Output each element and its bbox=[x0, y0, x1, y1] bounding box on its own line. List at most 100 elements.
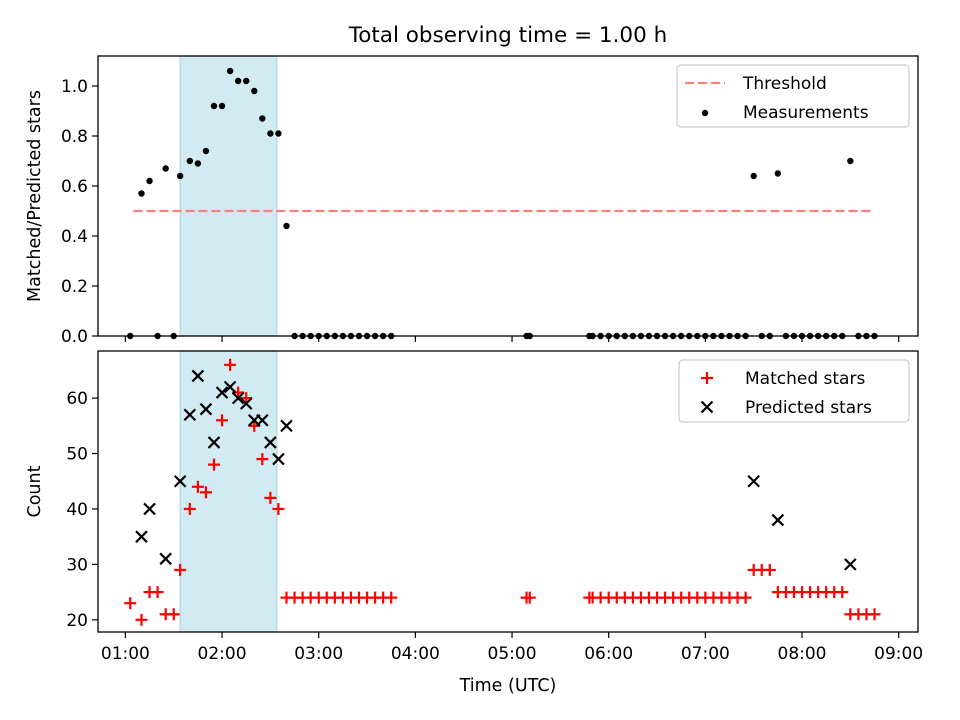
matched-star-marker bbox=[167, 608, 180, 621]
measurement-point bbox=[176, 172, 184, 180]
predicted-star-marker bbox=[173, 474, 187, 488]
marker-stroke bbox=[231, 391, 245, 405]
predicted-star-marker bbox=[747, 474, 760, 488]
predicted-star-marker bbox=[280, 419, 293, 433]
x-tick-label: 01:00 bbox=[101, 644, 150, 664]
measurement-point bbox=[251, 87, 258, 95]
x-tick-label: 05:00 bbox=[488, 644, 537, 664]
measurement-point bbox=[194, 160, 202, 167]
measurement-point bbox=[218, 102, 226, 110]
y-tick-label: 60 bbox=[66, 389, 88, 409]
marker-stroke bbox=[223, 380, 237, 394]
predicted-star-marker bbox=[159, 552, 172, 566]
measurement-point bbox=[234, 77, 242, 85]
predicted-star-marker bbox=[771, 513, 785, 527]
x-axis-label: Time (UTC) bbox=[459, 676, 557, 696]
measurement-point bbox=[146, 177, 153, 185]
x-tick-label: 06:00 bbox=[584, 644, 633, 664]
matched-star-marker bbox=[836, 586, 849, 599]
chart-title: Total observing time = 1.00 h bbox=[348, 23, 668, 48]
marker-stroke bbox=[272, 452, 285, 466]
predicted-star-marker bbox=[256, 414, 269, 427]
observing-window bbox=[179, 350, 278, 633]
measurement-point bbox=[202, 147, 210, 155]
predicted-star-marker bbox=[191, 369, 205, 383]
marker-stroke bbox=[173, 474, 187, 488]
legend-label: Measurements bbox=[743, 103, 869, 123]
predicted-star-marker bbox=[844, 558, 857, 571]
axes-frame bbox=[97, 350, 919, 633]
matched-star-marker bbox=[135, 613, 148, 626]
x-tick-label: 02:00 bbox=[198, 644, 247, 664]
measurement-point bbox=[267, 130, 274, 137]
predicted-star-marker bbox=[199, 402, 213, 416]
ratio-panel: 0.0 0.2 0.4 0.6 0.8 1.0 Matched/Predicted star… bbox=[25, 55, 919, 347]
legend-box bbox=[676, 64, 910, 128]
matched-star-marker bbox=[151, 586, 164, 599]
marker-stroke bbox=[215, 386, 229, 399]
predicted-star-marker bbox=[264, 436, 277, 449]
marker-stroke bbox=[264, 436, 277, 449]
count-panel: 20 30 40 50 60 01:00 02:00 03:00 04:00 05:00 06:00… bbox=[25, 350, 923, 664]
marker-stroke bbox=[844, 558, 857, 571]
legend-label: Matched stars bbox=[745, 369, 865, 389]
legend-box bbox=[678, 359, 910, 423]
matched-star-marker bbox=[224, 358, 237, 371]
marker-stroke bbox=[207, 436, 221, 449]
legend-label: Predicted stars bbox=[745, 398, 872, 418]
marker-stroke bbox=[143, 502, 156, 516]
measurement-point bbox=[186, 157, 194, 165]
y-tick-label: 0.0 bbox=[61, 327, 88, 347]
predicted-star-marker bbox=[215, 386, 229, 399]
y-tick-label: 40 bbox=[66, 500, 88, 520]
y-tick-label: 30 bbox=[66, 555, 88, 575]
matched-star-marker bbox=[199, 486, 212, 499]
matched-star-marker bbox=[264, 491, 277, 504]
matched-star-marker bbox=[256, 453, 269, 466]
predicted-star-marker bbox=[239, 397, 253, 410]
matched-star-marker bbox=[174, 563, 187, 576]
predicted-star-marker bbox=[231, 391, 245, 405]
legend-predicted-swatch bbox=[700, 400, 714, 414]
marker-stroke bbox=[747, 474, 760, 488]
predicted-star-marker bbox=[135, 530, 148, 543]
marker-stroke bbox=[239, 397, 253, 410]
matched-star-marker bbox=[523, 591, 536, 604]
measurement-point bbox=[283, 222, 290, 230]
matched-star-marker bbox=[763, 563, 776, 576]
legend: Matched stars Predicted stars bbox=[678, 359, 910, 423]
legend-measurement-swatch bbox=[701, 109, 709, 117]
axes-frame bbox=[97, 55, 919, 337]
marker-stroke bbox=[280, 419, 293, 433]
matched-star-marker bbox=[868, 608, 881, 621]
marker-stroke bbox=[159, 552, 172, 566]
marker-stroke bbox=[256, 414, 269, 427]
measurement-point bbox=[847, 157, 854, 165]
marker-stroke bbox=[191, 369, 205, 383]
measurement-point bbox=[162, 165, 169, 172]
matched-star-marker bbox=[207, 458, 220, 471]
measurement-point bbox=[774, 170, 782, 177]
legend: Threshold Measurements bbox=[676, 64, 910, 128]
matched-star-marker bbox=[272, 502, 285, 515]
y-tick-label: 50 bbox=[66, 445, 88, 465]
legend-label: Threshold bbox=[742, 74, 827, 94]
marker-stroke bbox=[135, 530, 148, 543]
matched-star-marker bbox=[216, 414, 229, 427]
x-tick-label: 09:00 bbox=[874, 644, 923, 664]
y-tick-label: 0.8 bbox=[61, 127, 88, 147]
y-tick-label: 20 bbox=[66, 611, 88, 631]
measurement-point bbox=[226, 67, 234, 75]
measurement-point bbox=[138, 190, 145, 197]
matched-star-marker bbox=[739, 591, 752, 604]
marker-stroke bbox=[771, 513, 785, 527]
measurement-point bbox=[210, 102, 218, 110]
predicted-star-marker bbox=[272, 452, 285, 466]
x-tick-label: 07:00 bbox=[681, 644, 730, 664]
matched-star-marker bbox=[191, 480, 204, 493]
y-tick-label: 0.4 bbox=[61, 227, 88, 247]
predicted-star-marker bbox=[143, 502, 156, 516]
predicted-star-marker bbox=[223, 380, 237, 394]
x-tick-label: 03:00 bbox=[294, 644, 343, 664]
matched-star-marker bbox=[183, 502, 196, 515]
